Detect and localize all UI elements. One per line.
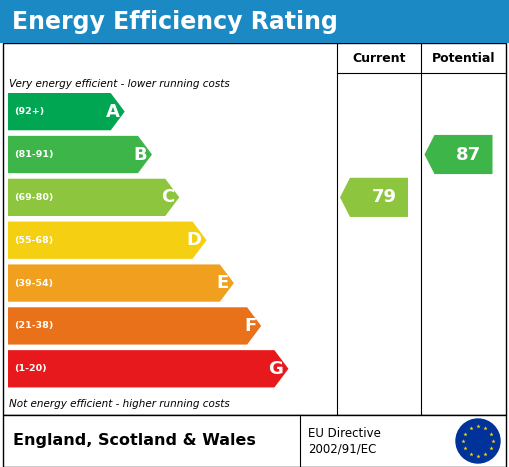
Bar — [3, 43, 506, 415]
Text: (69-80): (69-80) — [14, 193, 53, 202]
Text: G: G — [269, 360, 284, 378]
Polygon shape — [8, 93, 125, 130]
Text: Very energy efficient - lower running costs: Very energy efficient - lower running co… — [9, 79, 230, 89]
Text: (81-91): (81-91) — [14, 150, 53, 159]
Text: (39-54): (39-54) — [14, 279, 53, 288]
Text: (55-68): (55-68) — [14, 236, 53, 245]
Text: Not energy efficient - higher running costs: Not energy efficient - higher running co… — [9, 399, 230, 409]
Polygon shape — [425, 135, 493, 174]
Text: England, Scotland & Wales: England, Scotland & Wales — [13, 433, 256, 448]
Bar — [3, 415, 506, 467]
Circle shape — [456, 419, 500, 463]
Text: B: B — [133, 146, 147, 163]
Text: Energy Efficiency Rating: Energy Efficiency Rating — [12, 9, 338, 34]
Bar — [0, 0, 509, 43]
Text: EU Directive
2002/91/EC: EU Directive 2002/91/EC — [308, 427, 381, 455]
Polygon shape — [8, 350, 289, 388]
Text: E: E — [217, 274, 229, 292]
Text: 87: 87 — [456, 146, 481, 163]
Polygon shape — [8, 264, 234, 302]
Text: F: F — [244, 317, 256, 335]
Polygon shape — [8, 136, 152, 173]
Polygon shape — [8, 221, 207, 259]
Text: (92+): (92+) — [14, 107, 44, 116]
Text: 79: 79 — [372, 188, 397, 206]
Polygon shape — [340, 178, 408, 217]
Text: C: C — [161, 188, 174, 206]
Text: (1-20): (1-20) — [14, 364, 47, 373]
Text: (21-38): (21-38) — [14, 321, 53, 331]
Text: A: A — [106, 103, 120, 120]
Text: Potential: Potential — [432, 51, 495, 64]
Polygon shape — [8, 307, 261, 345]
Text: Current: Current — [352, 51, 406, 64]
Polygon shape — [8, 179, 179, 216]
Text: D: D — [187, 231, 202, 249]
